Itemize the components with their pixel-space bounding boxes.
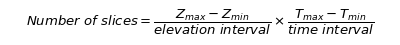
Text: $\mathit{Number\ of\ slices} = \dfrac{Z_{max} - Z_{min}}{\mathit{elevation\ inte: $\mathit{Number\ of\ slices} = \dfrac{Z_… (26, 8, 374, 37)
